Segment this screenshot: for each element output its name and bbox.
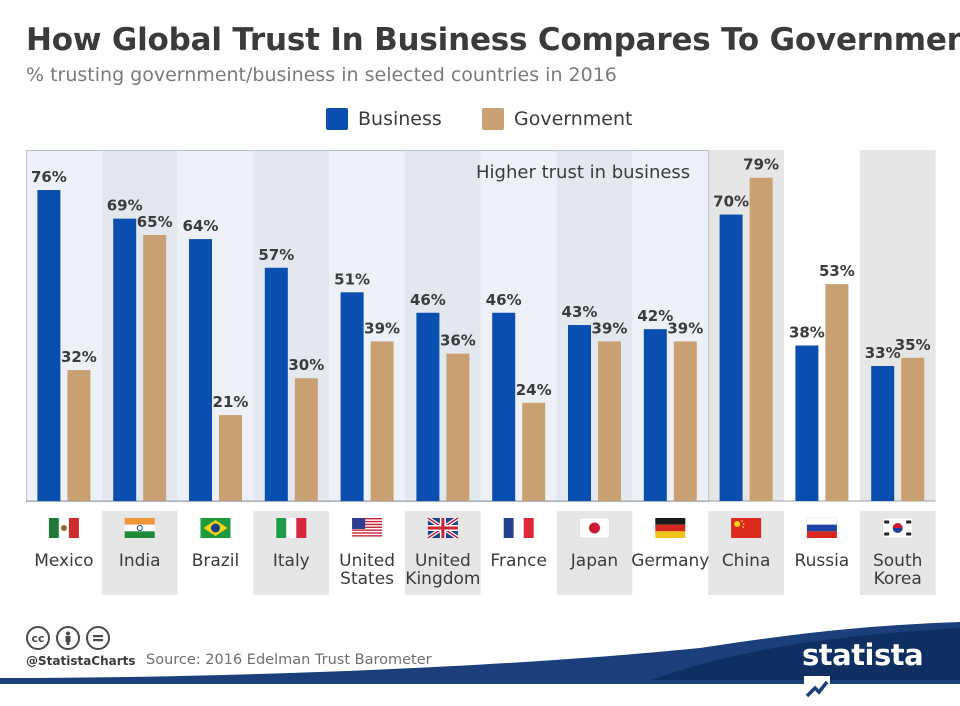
source-note: Source: 2016 Edelman Trust Barometer [146,652,432,668]
category-label: Germany [631,551,709,571]
india-flag-icon [125,518,155,538]
license-icons: cc [26,626,110,650]
column-band [860,150,936,501]
france-flag-icon [504,518,534,538]
category-label: Mexico [34,551,93,571]
brazil-flag-icon [201,518,231,538]
bar-business [871,366,894,501]
column-band [26,150,102,501]
data-label-business: 57% [258,246,294,264]
category-label: Korea [874,569,922,589]
category-label: India [119,551,161,571]
column-band [178,150,254,501]
data-label-government: 39% [592,319,628,337]
bar-business [37,190,60,501]
category-label: Russia [795,551,850,571]
data-label-government: 65% [137,213,173,231]
data-label-government: 36% [440,332,476,350]
data-label-business: 70% [713,193,749,211]
category-label: Japan [570,551,618,571]
annotation-text: Higher trust in business [476,162,690,183]
south-korea-flag-icon [883,518,913,538]
data-label-business: 69% [107,197,143,215]
bar-government [825,284,848,501]
bar-government [143,235,166,501]
data-label-government: 32% [61,348,97,366]
column-band [253,150,329,501]
column-band [481,150,557,501]
russia-flag-icon [807,518,837,538]
attribution-icon [56,626,80,650]
data-label-business: 43% [562,303,598,321]
category-label: China [722,551,771,571]
data-label-business: 64% [183,217,219,235]
bar-chart: Higher trust in business76%32%Mexico69%6… [0,0,960,620]
uk-flag-icon [428,518,458,538]
bar-business [720,215,743,501]
bar-government [598,341,621,501]
bar-government [371,341,394,501]
bar-business [416,313,439,501]
data-label-business: 76% [31,168,67,186]
bar-business [795,346,818,502]
category-label: France [490,551,547,571]
data-label-business: 46% [486,291,522,309]
bar-business [189,239,212,501]
data-label-government: 35% [895,336,931,354]
bar-government [446,354,469,501]
bar-government [219,415,242,501]
data-label-government: 39% [364,319,400,337]
bar-business [568,325,591,501]
bar-government [901,358,924,501]
data-label-business: 51% [334,270,370,288]
no-derivatives-icon [86,626,110,650]
data-label-government: 21% [213,393,249,411]
bar-government [522,403,545,501]
data-label-government: 30% [288,356,324,374]
data-label-business: 38% [789,324,825,342]
category-label: United [339,551,395,571]
bar-business [644,329,667,501]
china-flag-icon [731,518,761,538]
bar-business [113,219,136,501]
bar-business [265,268,288,501]
data-label-government: 79% [743,156,779,174]
bar-government [67,370,90,501]
data-label-government: 24% [516,381,552,399]
statista-logo-icon [804,676,830,702]
bar-business [492,313,515,501]
column-band [405,150,481,501]
statista-logo: statista [802,638,960,706]
italy-flag-icon [276,518,306,538]
data-label-government: 39% [667,319,703,337]
bar-government [295,378,318,501]
bar-government [674,341,697,501]
japan-flag-icon [580,518,610,538]
twitter-handle: @StatistaCharts [26,654,136,668]
category-label: United [415,551,471,571]
bar-business [341,292,364,501]
mexico-flag-icon [49,518,79,538]
data-label-business: 46% [410,291,446,309]
germany-flag-icon [655,518,685,538]
category-label: Kingdom [405,569,480,589]
category-label: Brazil [192,551,239,571]
category-label: Italy [273,551,310,571]
creative-commons-icon: cc [26,626,50,650]
bar-government [750,178,773,501]
category-label: States [340,569,394,589]
data-label-government: 53% [819,262,855,280]
category-label: South [873,551,922,571]
